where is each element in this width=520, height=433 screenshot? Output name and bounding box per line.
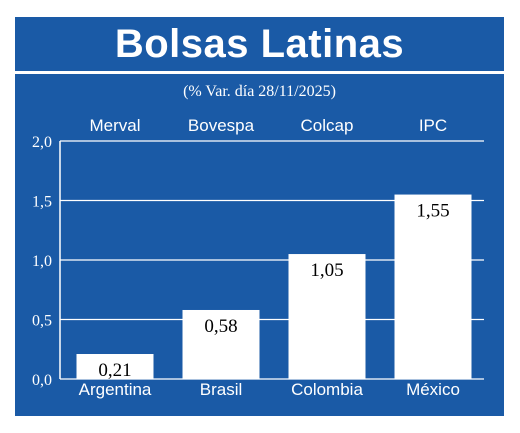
chart-subtitle: (% Var. día 28/11/2025) — [183, 83, 336, 100]
y-tick-label: 0,0 — [32, 372, 52, 389]
y-tick-label: 0,5 — [32, 313, 52, 330]
value-label: 1,05 — [310, 260, 343, 281]
category-label: México — [406, 380, 460, 399]
index-name-label: Merval — [89, 116, 140, 135]
category-label: Brasil — [200, 380, 243, 399]
y-tick-label: 1,5 — [32, 194, 52, 211]
bar — [394, 194, 472, 379]
bar — [288, 254, 366, 379]
bar — [182, 309, 260, 379]
value-label: 1,55 — [416, 201, 449, 222]
value-label: 0,21 — [98, 360, 131, 381]
index-name-label: Bovespa — [188, 116, 255, 135]
y-tick-label: 1,0 — [32, 253, 52, 270]
index-name-label: Colcap — [301, 116, 354, 135]
value-label: 0,58 — [204, 316, 237, 337]
index-name-label: IPC — [419, 116, 447, 135]
title-bar: Bolsas Latinas — [15, 17, 504, 74]
y-tick-label: 2,0 — [32, 134, 52, 151]
bar — [76, 354, 154, 379]
category-label: Colombia — [291, 380, 363, 399]
chart-title: Bolsas Latinas — [114, 21, 405, 66]
category-label: Argentina — [79, 380, 152, 399]
